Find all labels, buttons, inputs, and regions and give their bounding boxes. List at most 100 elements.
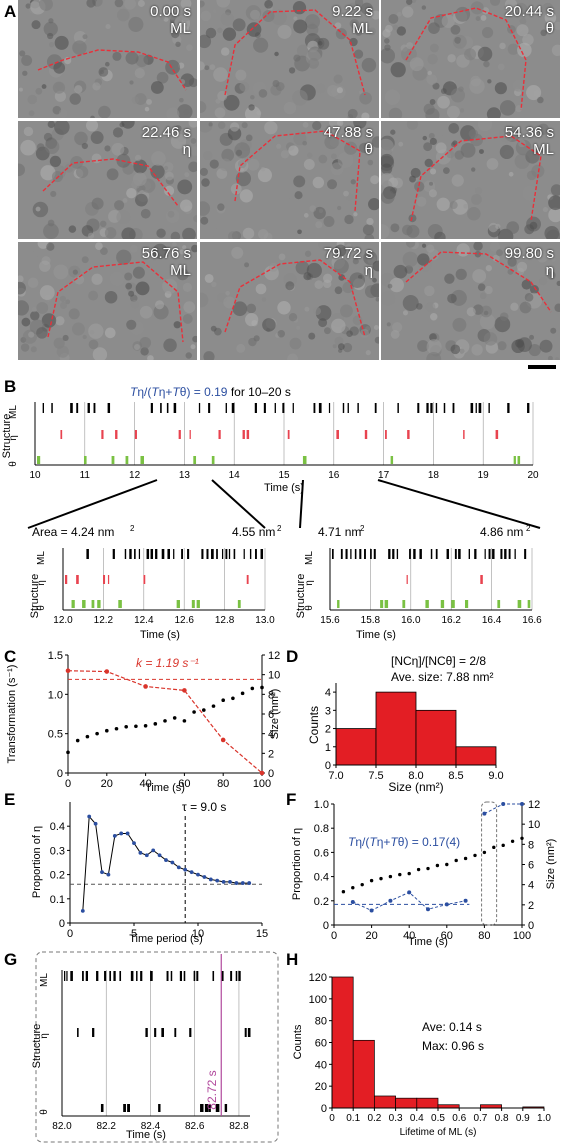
noise-speckle (55, 316, 65, 326)
noise-speckle (303, 158, 315, 170)
ml-event (370, 549, 372, 559)
noise-speckle (135, 71, 141, 77)
noise-speckle (554, 303, 560, 313)
raster-tick-label: 12.4 (134, 615, 154, 626)
title-part: θ (180, 385, 187, 399)
noise-speckle (372, 277, 377, 283)
noise-speckle (471, 167, 476, 172)
c-ytick-left-label: 1.5 (48, 650, 63, 662)
f-size-point (454, 858, 458, 863)
noise-speckle (423, 103, 435, 115)
ml-event (397, 403, 399, 413)
h-xtick-label: 0.3 (389, 1113, 403, 1124)
raster-tick-label: 12.0 (53, 615, 73, 626)
noise-speckle (18, 300, 30, 316)
noise-speckle (337, 343, 345, 351)
noise-speckle (68, 265, 81, 278)
eta-event (242, 430, 245, 439)
f-size-point (482, 850, 487, 855)
noise-speckle (529, 221, 538, 230)
ml-event (109, 971, 112, 981)
noise-speckle (384, 89, 401, 106)
ml-event (484, 549, 486, 559)
noise-speckle (214, 107, 226, 118)
noise-speckle (539, 277, 548, 286)
noise-speckle (184, 172, 190, 178)
noise-speckle (104, 227, 117, 239)
f-ytick-left-label: 1.0 (314, 799, 329, 811)
tile-phase-label: θ (364, 141, 373, 158)
noise-speckle (390, 223, 400, 233)
noise-speckle (18, 275, 24, 283)
theta-event (191, 600, 195, 608)
ml-event (76, 403, 79, 413)
noise-speckle (31, 307, 37, 313)
f-size-point (473, 853, 477, 858)
noise-speckle (402, 310, 409, 316)
noise-speckle (177, 104, 193, 118)
ml-event (87, 403, 90, 413)
noise-speckle (116, 8, 130, 22)
noise-speckle (88, 290, 99, 301)
noise-speckle (304, 306, 310, 312)
noise-speckle (416, 196, 427, 207)
c-ytick-left-label: 1.0 (48, 689, 63, 701)
noise-speckle (18, 163, 25, 177)
noise-speckle (517, 42, 532, 58)
noise-speckle (398, 141, 404, 147)
title-part: T (151, 385, 160, 399)
f-size-point (351, 885, 355, 890)
noise-speckle (305, 14, 321, 30)
theta-event (158, 1104, 161, 1112)
noise-speckle (450, 344, 461, 355)
ml-event (119, 971, 122, 981)
c-size-point (192, 710, 196, 714)
noise-speckle (47, 32, 54, 40)
noise-speckle (39, 0, 53, 11)
micrograph-tile: 56.76 s ML (18, 242, 197, 360)
theta-event (196, 600, 200, 608)
noise-speckle (475, 16, 481, 21)
noise-speckle (272, 80, 280, 87)
c-xtick-label: 0 (65, 778, 71, 790)
noise-speckle (98, 67, 109, 77)
noise-speckle (450, 24, 461, 35)
noise-speckle (119, 110, 134, 118)
e-point (208, 877, 213, 882)
noise-speckle (344, 141, 358, 155)
noise-speckle (373, 325, 379, 331)
noise-speckle (480, 14, 487, 21)
f-proportion-point (444, 902, 449, 907)
h-ytick-label: 0 (321, 1103, 327, 1115)
noise-speckle (313, 307, 322, 316)
tile-timestamp: 56.76 s (141, 245, 191, 262)
h-ytick-label: 20 (315, 1081, 327, 1093)
f-size-point (445, 862, 449, 867)
noise-speckle (489, 242, 501, 252)
noise-speckle (542, 2, 554, 14)
e-xlabel: Time period (s) (129, 933, 203, 945)
e-point (80, 909, 85, 913)
noise-speckle (85, 121, 99, 132)
eta-event (77, 1028, 79, 1037)
noise-speckle (126, 319, 137, 330)
noise-speckle (336, 205, 342, 211)
noise-speckle (91, 197, 104, 210)
noise-speckle (200, 10, 212, 22)
zoom-area-right: 4.55 nm (232, 525, 275, 539)
ml-event (85, 971, 89, 981)
noise-speckle (297, 229, 302, 235)
noise-speckle (98, 105, 111, 118)
noise-speckle (248, 337, 257, 347)
raster-tick-label: 12.8 (215, 615, 235, 626)
noise-speckle (95, 242, 103, 251)
noise-speckle (166, 107, 180, 118)
d-bar (455, 746, 497, 766)
noise-speckle (324, 327, 331, 335)
noise-speckle (542, 207, 549, 213)
raster-tick-label: 16.6 (522, 615, 542, 626)
ml-event (166, 971, 169, 981)
ml-event (124, 549, 127, 559)
